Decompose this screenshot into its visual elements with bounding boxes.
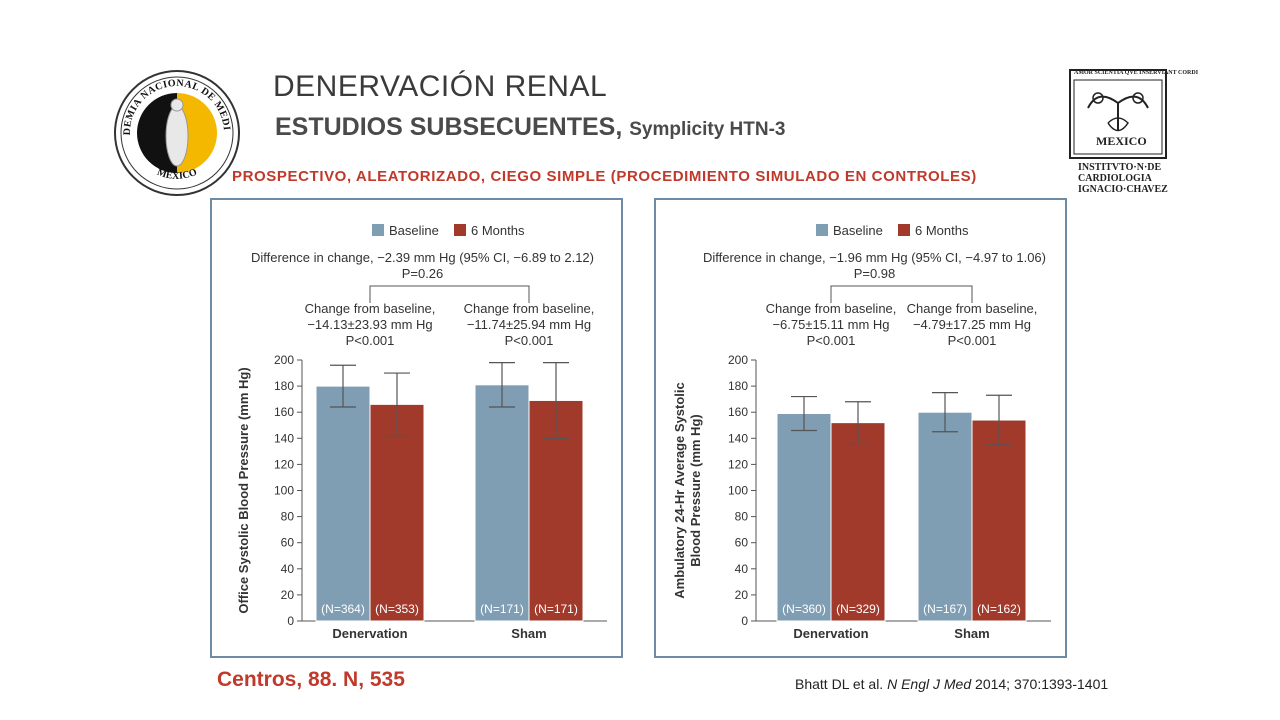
y-tick-label: 180 (274, 379, 294, 393)
bar-baseline (315, 385, 371, 622)
office-bp-chart: Baseline 6 Months Difference in change, −2… (236, 223, 607, 641)
change-annotation: −11.74±25.94 mm Hg (467, 317, 591, 332)
page-subtitle: ESTUDIOS SUBSECUENTES, Symplicity HTN-3 (275, 113, 786, 142)
change-annotation: P<0.001 (346, 333, 395, 348)
y-tick-label: 40 (735, 562, 749, 576)
y-tick-label: 40 (281, 562, 295, 576)
comparison-bracket (830, 285, 973, 303)
y-tick-label: 100 (728, 484, 748, 498)
subtitle-trial: Symplicity HTN-3 (629, 119, 786, 140)
category-label: Denervation (793, 626, 868, 641)
change-annotation: −14.13±23.93 mm Hg (307, 317, 432, 332)
y-tick-label: 200 (728, 353, 748, 367)
office-bp-chart-panel: Baseline 6 Months Difference in change, −2… (210, 198, 623, 658)
subtitle-bold: ESTUDIOS SUBSECUENTES, (275, 113, 623, 141)
bar-6-months (971, 419, 1027, 622)
y-axis-label: Blood Pressure (mm Hg) (688, 414, 703, 566)
n-label: (N=171) (480, 602, 524, 616)
change-annotation: −4.79±17.25 mm Hg (913, 317, 1031, 332)
n-label: (N=162) (977, 602, 1021, 616)
citation-journal: N Engl J Med (887, 676, 972, 692)
y-tick-label: 160 (728, 405, 748, 419)
bar-baseline (474, 384, 530, 622)
change-annotation: P<0.001 (505, 333, 554, 348)
svg-text:MEXICO: MEXICO (155, 167, 198, 182)
y-tick-label: 20 (281, 588, 295, 602)
n-label: (N=167) (923, 602, 967, 616)
legend-swatch-baseline (816, 224, 828, 236)
bar-6-months (369, 403, 425, 622)
n-label: (N=171) (534, 602, 578, 616)
citation-details: 2014; 370:1393-1401 (971, 676, 1109, 692)
y-tick-label: 160 (274, 405, 294, 419)
instituto-cardiologia-logo: AMOR SCIENTIA QVE INSERVIANT CORDI MEXIC… (1068, 68, 1198, 198)
n-label: (N=353) (375, 602, 419, 616)
y-tick-label: 80 (281, 510, 295, 524)
difference-p-value: P=0.26 (402, 266, 444, 281)
page-title: DENERVACIÓN RENAL (273, 70, 608, 103)
legend-label: 6 Months (915, 223, 969, 238)
y-tick-label: 120 (274, 457, 294, 471)
y-tick-label: 180 (728, 379, 748, 393)
legend-label: Baseline (389, 223, 439, 238)
citation: Bhatt DL et al. N Engl J Med 2014; 370:1… (795, 676, 1108, 692)
change-annotation: Change from baseline, (464, 301, 595, 316)
legend-swatch-baseline (372, 224, 384, 236)
logo-right-mexico: MEXICO (1096, 134, 1147, 148)
logo-right-line-3: IGNACIO·CHAVEZ (1078, 184, 1168, 195)
y-tick-label: 120 (728, 457, 748, 471)
y-tick-label: 60 (281, 536, 295, 550)
change-annotation: Change from baseline, (766, 301, 897, 316)
legend-swatch-6-months (898, 224, 910, 236)
difference-text: Difference in change, −1.96 mm Hg (95% C… (703, 250, 1046, 265)
legend-swatch-6-months (454, 224, 466, 236)
y-tick-label: 60 (735, 536, 749, 550)
legend-label: 6 Months (471, 223, 525, 238)
n-label: (N=364) (321, 602, 365, 616)
difference-p-value: P=0.98 (854, 266, 896, 281)
logo-right-line-1: INSTITVTO·N·DE (1078, 162, 1162, 173)
change-annotation: Change from baseline, (305, 301, 436, 316)
study-design: PROSPECTIVO, ALEATORIZADO, CIEGO SIMPLE … (232, 168, 977, 185)
citation-authors: Bhatt DL et al. (795, 676, 888, 692)
category-label: Sham (511, 626, 546, 641)
y-tick-label: 0 (287, 614, 294, 628)
change-annotation: −6.75±15.11 mm Hg (772, 317, 889, 332)
academia-nacional-logo: ACADEMIA NACIONAL DE MEDICINA MEXICO (112, 68, 240, 196)
bar-baseline (917, 411, 973, 622)
y-tick-label: 80 (735, 510, 749, 524)
y-tick-label: 0 (741, 614, 748, 628)
ambulatory-bp-chart: Baseline 6 Months Difference in change, −1… (672, 223, 1051, 641)
ambulatory-bp-chart-panel: Baseline 6 Months Difference in change, −1… (654, 198, 1067, 658)
comparison-bracket (369, 285, 530, 303)
legend-label: Baseline (833, 223, 883, 238)
n-label: (N=329) (836, 602, 880, 616)
y-tick-label: 200 (274, 353, 294, 367)
bar-6-months (830, 422, 886, 622)
category-label: Sham (954, 626, 989, 641)
change-annotation: P<0.001 (807, 333, 856, 348)
category-label: Denervation (332, 626, 407, 641)
logo-left-bottom-text: MEXICO (155, 167, 198, 182)
difference-text: Difference in change, −2.39 mm Hg (95% C… (251, 250, 594, 265)
n-label: (N=360) (782, 602, 826, 616)
centros-summary: Centros, 88. N, 535 (217, 668, 405, 691)
y-tick-label: 140 (728, 431, 748, 445)
logo-right-motto: AMOR SCIENTIA QVE INSERVIANT CORDI (1074, 70, 1199, 76)
bar-baseline (776, 413, 832, 622)
y-tick-label: 140 (274, 431, 294, 445)
y-tick-label: 20 (735, 588, 749, 602)
y-axis-label: Ambulatory 24-Hr Average Systolic (672, 382, 687, 599)
y-axis-label: Office Systolic Blood Pressure (mm Hg) (236, 367, 251, 613)
change-annotation: P<0.001 (948, 333, 997, 348)
y-tick-label: 100 (274, 484, 294, 498)
logo-right-line-2: CARDIOLOGIA (1078, 173, 1152, 184)
change-annotation: Change from baseline, (907, 301, 1038, 316)
